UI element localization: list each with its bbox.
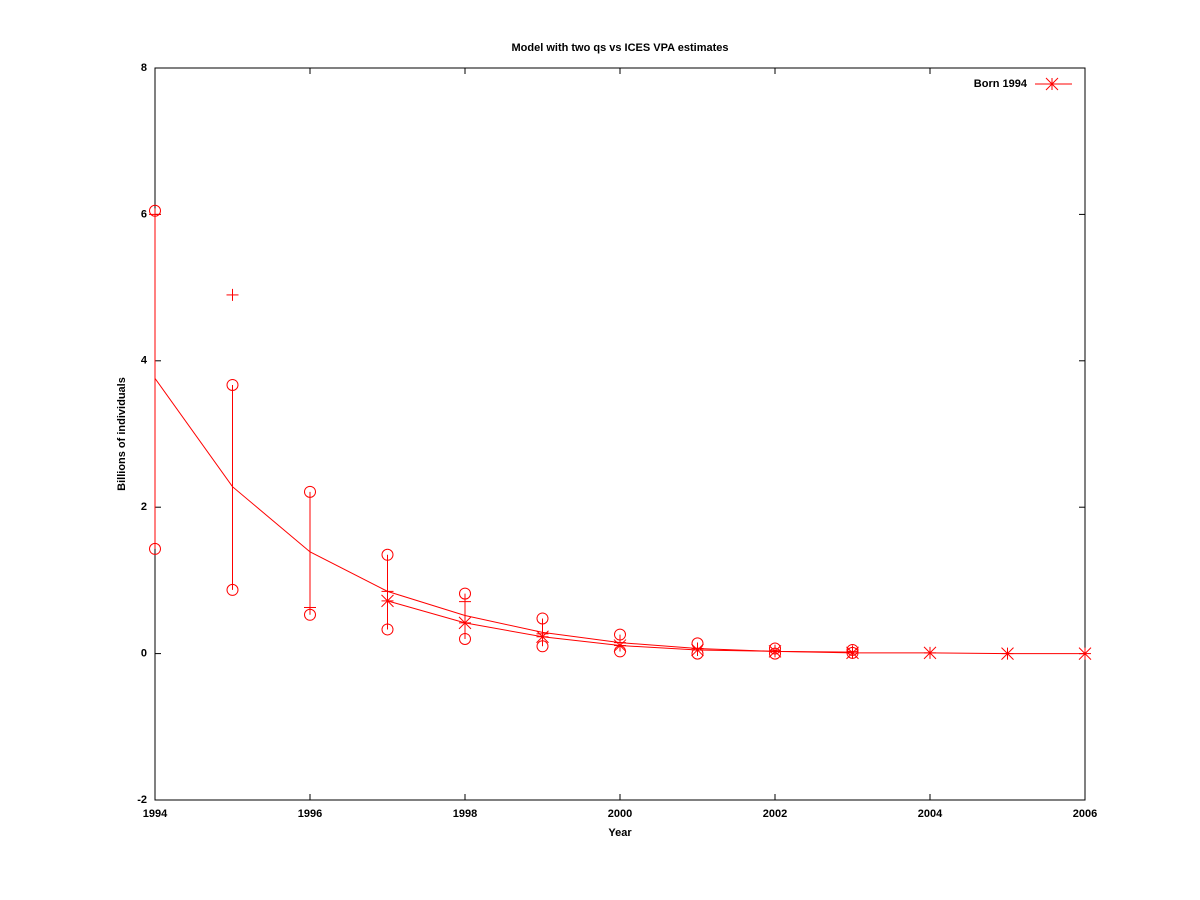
estimate-plus (226, 288, 239, 301)
chart-title: Model with two qs vs ICES VPA estimates (512, 42, 729, 54)
y-tick-label: 4 (141, 355, 148, 367)
error-high (536, 612, 549, 625)
error-low (381, 623, 394, 636)
estimate-plus (691, 642, 704, 655)
y-tick-label: 0 (141, 648, 147, 660)
y-tick-label: 2 (141, 501, 147, 513)
estimate-plus (149, 208, 161, 221)
asterisk-stroke (1001, 647, 1014, 660)
series-line (387, 600, 1085, 655)
error-high (381, 548, 394, 561)
x-tick-label: 2002 (763, 808, 787, 820)
asterisk-marker (923, 646, 937, 660)
error-low (459, 632, 471, 645)
asterisk-marker (1045, 77, 1059, 91)
x-tick-label: 2004 (918, 808, 943, 820)
asterisk-marker (1001, 647, 1014, 660)
y-tick-label: 6 (141, 208, 147, 220)
estimate-plus (536, 627, 549, 640)
asterisk-stroke (1045, 77, 1059, 91)
estimate-plus (846, 645, 859, 658)
error-low (226, 583, 239, 596)
error-low (536, 640, 549, 653)
legend-label: Born 1994 (974, 78, 1028, 90)
asterisk-stroke (923, 646, 937, 660)
estimate-plus (381, 585, 394, 598)
x-axis-label: Year (608, 827, 632, 839)
estimate-plus (769, 644, 781, 657)
error-high (304, 485, 316, 498)
x-tick-label: 1998 (453, 808, 477, 820)
plot-border (154, 67, 1086, 801)
estimate-plus (459, 595, 471, 608)
x-tick-label: 2006 (1073, 808, 1097, 820)
y-tick-label: -2 (137, 794, 147, 806)
asterisk-stroke (1078, 647, 1092, 660)
estimate-plus (614, 636, 626, 649)
x-tick-label: 2000 (608, 808, 632, 820)
error-low (149, 542, 161, 555)
error-high (226, 378, 239, 391)
y-tick-label: 8 (141, 62, 147, 74)
y-axis-label: Billions of individuals (116, 377, 128, 491)
x-tick-label: 1994 (143, 808, 168, 820)
x-tick-label: 1996 (298, 808, 322, 820)
asterisk-marker (1078, 647, 1092, 660)
estimate-plus (304, 601, 316, 614)
series-line (154, 378, 853, 653)
